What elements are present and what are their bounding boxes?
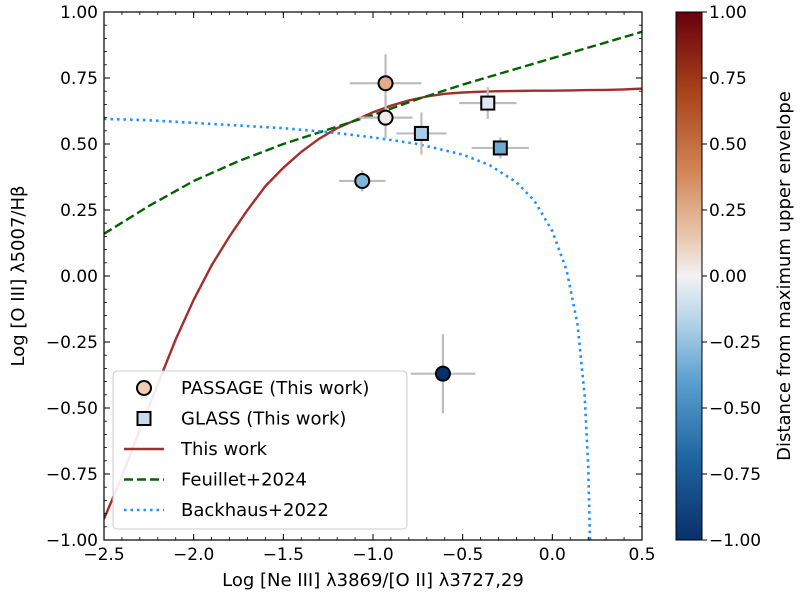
x-axis: −2.5 −2.0 −1.5 −1.0 −0.5 0.0 0.5 — [83, 12, 656, 565]
colorbar-tick-label: −1.00 — [709, 531, 761, 551]
x-axis-title: Log [Ne III] λ3869/[O II] λ3727,29 — [222, 570, 524, 591]
x-tick-label: 0.0 — [539, 545, 566, 565]
x-tick-label: −2.5 — [83, 545, 124, 565]
glass-point — [471, 137, 530, 159]
colorbar-tick-label: 0.50 — [709, 135, 747, 155]
passage-marker — [377, 109, 394, 126]
legend-entry: This work — [124, 439, 268, 460]
colorbar-tick-label: −0.75 — [709, 465, 761, 485]
y-tick-label: 0.00 — [60, 267, 98, 287]
glass-marker — [413, 125, 429, 141]
legend-circle-marker — [136, 380, 152, 396]
legend-label: This work — [180, 439, 268, 460]
legend-entry: Feuillet+2024 — [124, 470, 307, 491]
passage-point — [338, 170, 386, 192]
legend-box — [112, 370, 408, 530]
colorbar-tick-label: −0.25 — [709, 333, 761, 353]
colorbar-tick-label: 1.00 — [709, 3, 747, 23]
y-axis-title: Log [O III] λ5007/Hβ — [8, 185, 29, 366]
y-axis: −1.00 −0.75 −0.50 −0.25 0.00 0.25 0.50 0.75 1.00 — [46, 3, 642, 551]
legend-entry: GLASS (This work) — [136, 409, 346, 430]
y-tick-label: −0.75 — [46, 465, 98, 485]
y-tick-label: 1.00 — [60, 3, 98, 23]
y-tick-label: −0.50 — [46, 399, 98, 419]
y-tick-label: −0.25 — [46, 333, 98, 353]
legend-label: Backhaus+2022 — [181, 500, 329, 521]
legend-label: PASSAGE (This work) — [181, 378, 369, 399]
curve-feuillet-2024 — [104, 30, 642, 235]
curve-this-work — [104, 87, 642, 520]
glass-marker — [480, 95, 496, 111]
passage-point — [358, 96, 413, 139]
passage-point — [410, 334, 476, 414]
curves-layer — [104, 30, 642, 540]
x-tick-label: −1.0 — [352, 545, 393, 565]
legend-square-marker — [136, 411, 152, 426]
y-tick-label: 0.50 — [60, 135, 98, 155]
legend-label: GLASS (This work) — [181, 409, 346, 430]
x-tick-label: 0.5 — [628, 545, 655, 565]
glass-point — [396, 112, 447, 155]
legend-entry: PASSAGE (This work) — [136, 378, 369, 399]
x-tick-label: −0.5 — [442, 545, 483, 565]
glass-marker — [492, 140, 508, 156]
colorbar-tick-label: 0.75 — [709, 69, 747, 89]
glass-point — [459, 87, 517, 119]
colorbar — [675, 11, 703, 541]
passage-marker — [377, 75, 394, 92]
passage-marker — [434, 365, 451, 382]
legend: PASSAGE (This work) GLASS (This work) This… — [112, 370, 408, 530]
y-tick-label: −1.00 — [46, 531, 98, 551]
points-layer — [338, 54, 530, 414]
y-tick-label: 0.75 — [60, 69, 98, 89]
legend-entry: Backhaus+2022 — [124, 500, 329, 521]
x-tick-label: −2.0 — [173, 545, 214, 565]
y-tick-label: 0.25 — [60, 201, 98, 221]
colorbar-title: Distance from maximum upper envelope — [774, 91, 795, 461]
x-tick-label: −1.5 — [263, 545, 304, 565]
legend-label: Feuillet+2024 — [181, 470, 307, 491]
passage-marker — [354, 172, 371, 189]
passage-point — [349, 54, 422, 113]
colorbar-tick-label: −0.50 — [709, 399, 761, 419]
colorbar-tick-label: 0.00 — [709, 267, 747, 287]
colorbar-tick-label: 0.25 — [709, 201, 747, 221]
colorbar-axis: 1.00 0.75 0.50 0.25 0.00 −0.25 −0.50 −0.75 −1.00 — [702, 3, 761, 551]
